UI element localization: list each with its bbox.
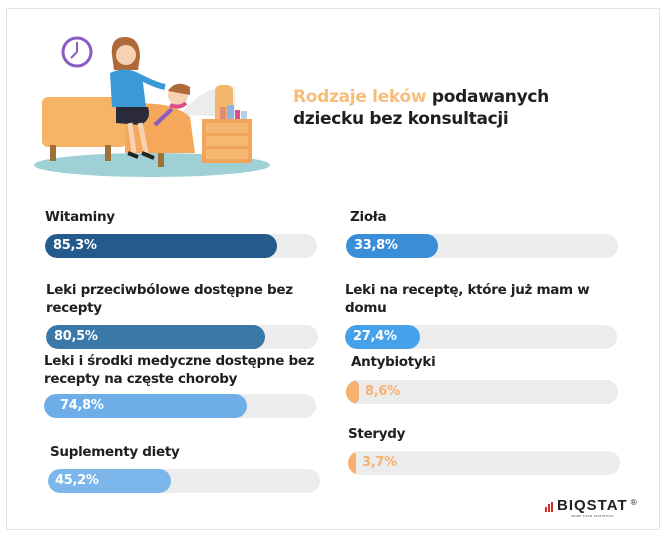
- bar-item-ziola: Zioła 33,8%: [346, 208, 618, 258]
- bar-item-suplementy: Suplementy diety 45,2%: [48, 443, 320, 493]
- logo-name: BIQSTAT: [557, 497, 628, 514]
- bar-value: 27,4%: [353, 329, 397, 344]
- bar-fill: [44, 394, 248, 418]
- bar-item-antybiotyki: Antybiotyki 8,6%: [346, 353, 618, 404]
- bar-label: Leki przeciwbólowe dostępne bez recepty: [46, 282, 293, 316]
- bar-track: 45,2%: [48, 469, 320, 493]
- bar-track: 80,5%: [46, 325, 318, 349]
- bar-label: Sterydy: [348, 426, 406, 442]
- bar-fill: [346, 234, 438, 258]
- bar-value: 3,7%: [362, 455, 397, 470]
- biostat-logo: BIQSTAT MORE THAN STATISTICS ®: [545, 498, 638, 518]
- bar-label: Antybiotyki: [351, 354, 436, 370]
- bar-fill: [48, 469, 171, 493]
- title-rest: podawanych: [426, 87, 549, 107]
- bar-label-line1: Leki i środki medyczne dostępne bez: [44, 353, 315, 369]
- bar-value: 8,6%: [365, 384, 400, 399]
- logo-bars-icon: [545, 502, 553, 512]
- bar-item-na-recepte: Leki na receptę, które już mam w domu 27…: [345, 281, 617, 349]
- bar-fill: [46, 325, 265, 349]
- logo-registered: ®: [629, 498, 638, 507]
- bar-value: 45,2%: [55, 473, 99, 488]
- mother-sick-child-illustration: [34, 36, 270, 177]
- clock-icon: [61, 36, 93, 68]
- title-accent: Rodzaje leków: [293, 87, 427, 107]
- logo-tagline: MORE THAN STATISTICS: [571, 514, 614, 518]
- bar-value: 33,8%: [354, 238, 398, 253]
- bar-value: 74,8%: [60, 398, 104, 413]
- bar-fill: [45, 234, 278, 258]
- bar-track: 27,4%: [345, 325, 617, 349]
- bar-value: 80,5%: [54, 329, 98, 344]
- bar-fill: [345, 325, 420, 349]
- bar-track: 3,7%: [348, 451, 620, 475]
- bar-track: 33,8%: [346, 234, 618, 258]
- bar-fill: [348, 451, 356, 475]
- bar-item-witaminy: Witaminy 85,3%: [45, 208, 317, 258]
- bar-track: 8,6%: [346, 380, 618, 404]
- bar-value: 85,3%: [53, 238, 97, 253]
- bar-label: Witaminy: [45, 209, 115, 225]
- bar-track: 74,8%: [44, 394, 316, 418]
- bar-item-srodki-medyczne: Leki i środki medyczne dostępne bez rece…: [44, 352, 316, 418]
- bar-item-sterydy: Sterydy 3,7%: [348, 425, 620, 475]
- bar-label: Suplementy diety: [50, 444, 180, 460]
- chart-title: Rodzaje leków podawanych dziecku bez kon…: [293, 86, 549, 130]
- title-line2: dziecku bez konsultacji: [293, 109, 509, 129]
- bar-item-przeciwbolowe: Leki przeciwbólowe dostępne bez recepty …: [46, 281, 318, 349]
- bar-label: Leki na receptę, które już mam w domu: [345, 282, 590, 316]
- bar-track: 85,3%: [45, 234, 317, 258]
- bar-label-line2: recepty na częste choroby: [44, 371, 238, 387]
- bar-label: Zioła: [350, 209, 387, 225]
- bar-fill: [346, 380, 359, 404]
